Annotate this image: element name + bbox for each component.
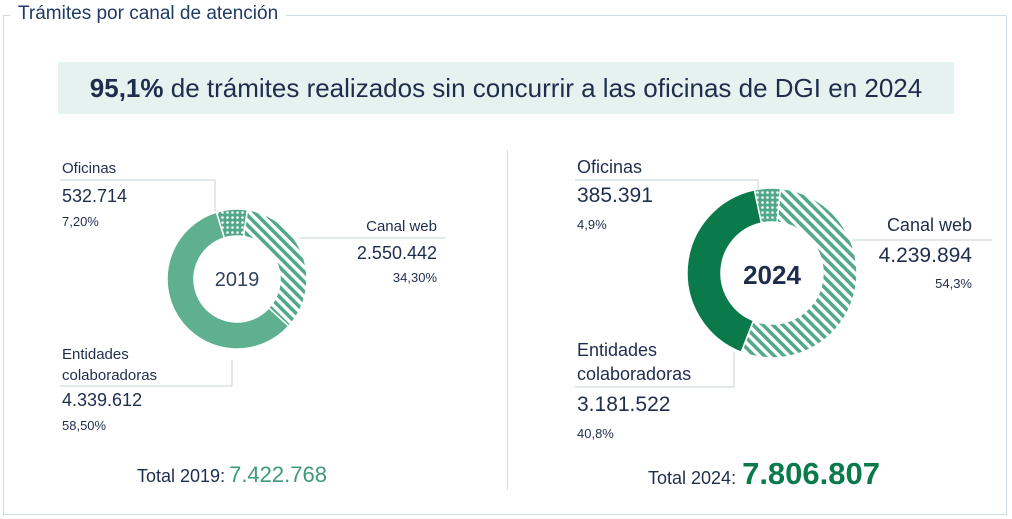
frame-title: Trámites por canal de atención bbox=[10, 3, 287, 25]
label-2024-entidades-percent: 40,8% bbox=[577, 426, 614, 441]
label-2019-entidades-percent: 58,50% bbox=[62, 418, 107, 433]
leader-lines bbox=[60, 179, 992, 388]
chart-frame bbox=[3, 15, 1007, 515]
label-2024-oficinas-percent: 4,9% bbox=[577, 217, 607, 232]
leader-2024-entidades bbox=[575, 352, 735, 388]
total-2019: Total 2019: 7.422.768 bbox=[137, 462, 327, 488]
headline-percent: 95,1% bbox=[89, 73, 164, 103]
label-2019-oficinas-value: 532.714 bbox=[62, 186, 128, 206]
donut-2024-slice-canal-web bbox=[740, 187, 858, 359]
total-2024-value: 7.806.807 bbox=[742, 456, 880, 491]
total-2019-label: Total 2019: bbox=[137, 466, 226, 486]
label-2019-canal-web-percent: 34,30% bbox=[392, 270, 437, 285]
label-2024-oficinas-value: 385.391 bbox=[577, 184, 653, 207]
donut-2019: 2019 bbox=[166, 208, 308, 350]
label-2024-entidades-value: 3.181.522 bbox=[577, 393, 671, 416]
headline-banner: 95,1% de trámites realizados sin concurr… bbox=[58, 62, 954, 114]
donut-2019-center-label: 2019 bbox=[215, 269, 260, 291]
leader-2019-entidades bbox=[60, 360, 233, 387]
leader-2024-oficinas bbox=[575, 179, 759, 190]
panel-divider bbox=[507, 150, 508, 490]
label-2024-canal-web-percent: 54,3% bbox=[935, 276, 972, 291]
headline-text: de trámites realizados sin concurrir a l… bbox=[163, 73, 923, 103]
label-2024-canal-web-value: 4.239.894 bbox=[878, 244, 972, 267]
donut-2024-slice-entidades bbox=[686, 188, 763, 354]
donut-2024-center-label: 2024 bbox=[743, 260, 801, 290]
donut-2019-slice-entidades bbox=[166, 211, 290, 350]
label-2019-entidades-name: Entidades colaboradoras bbox=[62, 346, 158, 384]
label-2024-oficinas-name: Oficinas bbox=[577, 157, 643, 177]
donut-2024: 2024 bbox=[686, 187, 858, 359]
label-2019-oficinas-name: Oficinas bbox=[62, 160, 117, 177]
leader-2019-oficinas bbox=[60, 179, 216, 212]
total-2019-value: 7.422.768 bbox=[229, 462, 327, 487]
donut-2019-slice-canal-web bbox=[242, 208, 308, 328]
total-2024: Total 2024: 7.806.807 bbox=[648, 456, 880, 492]
label-2024-canal-web-name: Canal web bbox=[886, 215, 972, 235]
label-2019-canal-web-name: Canal web bbox=[366, 218, 437, 235]
label-2019-canal-web-value: 2.550.442 bbox=[356, 243, 437, 263]
label-2024-entidades-name: Entidades colaboradoras bbox=[577, 340, 692, 384]
total-2024-label: Total 2024: bbox=[648, 468, 737, 488]
label-2019-entidades-value: 4.339.612 bbox=[62, 390, 143, 410]
label-2019-oficinas-percent: 7,20% bbox=[62, 214, 99, 229]
